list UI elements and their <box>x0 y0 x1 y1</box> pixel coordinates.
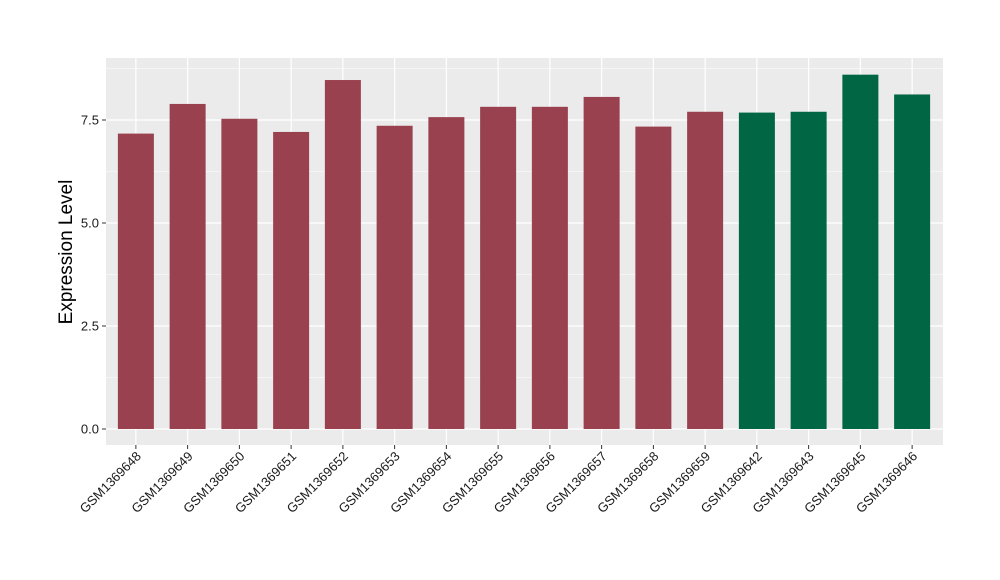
bar-GSM1369658 <box>635 126 672 429</box>
y-axis: 0.0 2.5 5.0 7.5 <box>81 113 106 437</box>
bars <box>117 74 931 430</box>
y-tick-label: 7.5 <box>81 113 99 128</box>
bar-GSM1369652 <box>324 80 361 429</box>
bar-GSM1369655 <box>480 106 517 429</box>
y-axis-title: Expression Level <box>56 180 77 325</box>
bar-GSM1369649 <box>169 103 206 429</box>
bar-GSM1369643 <box>790 111 827 429</box>
y-tick-label: 2.5 <box>81 319 99 334</box>
bar-GSM1369646 <box>894 94 931 430</box>
y-tick-label: 5.0 <box>81 216 99 231</box>
bar-GSM1369650 <box>221 118 258 429</box>
bar-GSM1369654 <box>428 117 465 429</box>
y-tick-label: 0.0 <box>81 422 99 437</box>
bar-GSM1369657 <box>583 96 620 429</box>
bar-GSM1369653 <box>376 125 413 429</box>
x-axis: GSM1369648GSM1369649GSM1369650GSM1369651… <box>77 445 920 516</box>
bar-GSM1369648 <box>117 133 154 429</box>
bar-GSM1369642 <box>738 112 775 430</box>
bar-GSM1369645 <box>842 74 879 430</box>
bar-GSM1369656 <box>531 106 568 429</box>
bar-GSM1369659 <box>687 111 724 429</box>
bar-GSM1369651 <box>273 131 310 429</box>
